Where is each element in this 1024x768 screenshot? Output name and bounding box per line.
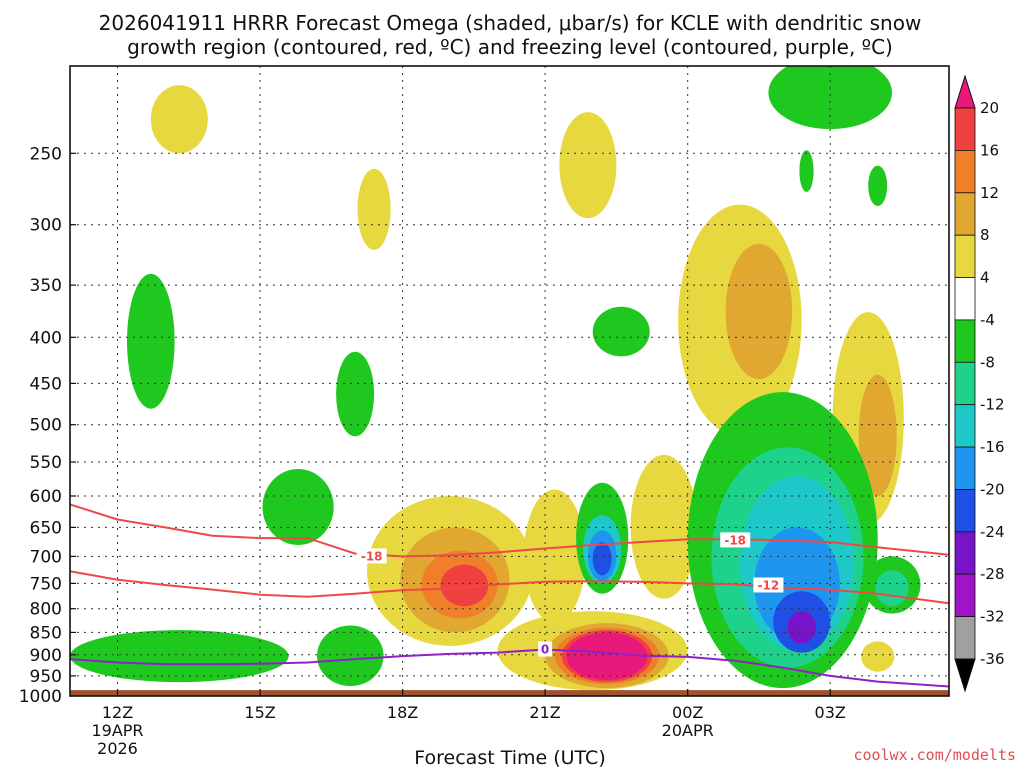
y-tick-label-450: 450 xyxy=(30,374,62,394)
y-axis-ticks: 250 300 350 400 450 500 550 600 650 700 750 800 850 9… xyxy=(19,144,76,707)
omega-region-neg24-40 xyxy=(787,611,816,644)
chart-title-line-1: 2026041911 HRRR Forecast Omega (shaded, … xyxy=(99,11,922,35)
y-tick-label-900: 900 xyxy=(30,646,62,666)
x-tick-label-18Z: 18Z xyxy=(387,703,418,722)
omega-region-neg4-21 xyxy=(336,351,375,437)
y-tick-label-700: 700 xyxy=(30,547,62,567)
contour-label-3: 0 xyxy=(541,643,549,657)
contour-label-1: -18 xyxy=(724,533,746,547)
colorbar-swatch-12 xyxy=(954,616,976,660)
omega-region-neg20-38 xyxy=(592,542,612,576)
omega-region-neg4-26 xyxy=(868,165,888,206)
omega-region-pos4-0 xyxy=(150,85,208,154)
colorbar: 20 16 12 8 4 -4 -8 -12 -16 -20 -24 -28 -32 -36 xyxy=(954,74,1005,693)
y-tick-label-500: 500 xyxy=(30,416,62,436)
omega-region-neg4-22 xyxy=(262,469,334,545)
colorbar-swatch-5 xyxy=(954,319,976,363)
y-tick-label-850: 850 xyxy=(30,623,62,643)
omega-region-neg4-27 xyxy=(592,306,650,357)
credit-link[interactable]: coolwx.com/modelts xyxy=(853,746,1016,764)
x-tick-sublabel-19APR: 19APR xyxy=(91,721,143,740)
omega-region-neg4-20 xyxy=(127,273,175,409)
colorbar-label-20: -20 xyxy=(980,481,1005,499)
contour-line-18 xyxy=(70,503,949,558)
x-tick-label-00Z: 00Z xyxy=(672,703,703,722)
x-tick-label-15Z: 15Z xyxy=(244,703,275,722)
y-tick-label-1000: 1000 xyxy=(19,687,62,707)
y-tick-label-350: 350 xyxy=(30,276,62,296)
y-tick-label-550: 550 xyxy=(30,453,62,473)
colorbar-label-12: 12 xyxy=(980,184,999,202)
y-tick-label-400: 400 xyxy=(30,328,62,348)
y-tick-label-250: 250 xyxy=(30,144,62,164)
colorbar-swatch-0 xyxy=(954,107,976,151)
colorbar-label-20: 20 xyxy=(980,99,999,117)
ground-fill xyxy=(70,690,949,696)
colorbar-label-4: -4 xyxy=(980,311,995,329)
colorbar-label-16: 16 xyxy=(980,141,999,159)
contour-label-bg-3 xyxy=(538,641,553,657)
x-tick-sublabel-20APR: 20APR xyxy=(662,721,714,740)
chart-title-line-2: growth region (contoured, red, ºC) and f… xyxy=(127,35,893,59)
colorbar-label-16: -16 xyxy=(980,438,1005,456)
omega-region-neg4-23 xyxy=(70,630,289,683)
x-axis-title: Forecast Time (UTC) xyxy=(414,747,605,768)
omega-region-pos4-2 xyxy=(559,112,617,219)
colorbar-label-8: -8 xyxy=(980,353,995,371)
colorbar-swatch-3 xyxy=(954,234,976,278)
y-tick-label-600: 600 xyxy=(30,487,62,507)
colorbar-swatch-7 xyxy=(954,404,976,448)
y-tick-label-750: 750 xyxy=(30,574,62,594)
colorbar-swatch-8 xyxy=(954,446,976,490)
omega-region-pos4-10 xyxy=(861,641,895,672)
colorbar-swatch-6 xyxy=(954,361,976,406)
omega-region-pos4-1 xyxy=(357,168,391,250)
omega-region-neg4-24 xyxy=(317,625,384,687)
omega-region-neg4-25 xyxy=(799,150,814,193)
colorbar-swatch-10 xyxy=(954,531,976,575)
colorbar-label-32: -32 xyxy=(980,608,1005,626)
y-tick-label-650: 650 xyxy=(30,518,62,538)
plot-frame xyxy=(69,65,950,697)
colorbar-swatch-2 xyxy=(954,192,976,236)
x-tick-sublabel-2026: 2026 xyxy=(97,739,138,758)
colorbar-label-28: -28 xyxy=(980,565,1005,583)
omega-region-pos8-11 xyxy=(725,243,793,379)
colorbar-top-arrow xyxy=(954,74,976,109)
contour-label-bg-2 xyxy=(753,577,784,593)
omega-region-neg4-28 xyxy=(768,66,892,130)
y-tick-label-950: 950 xyxy=(30,667,62,687)
colorbar-swatch-4 xyxy=(954,277,976,321)
x-tick-label-12Z: 12Z xyxy=(102,703,133,722)
colorbar-label-36: -36 xyxy=(980,650,1005,668)
colorbar-label-24: -24 xyxy=(980,523,1005,541)
omega-region-pos16-17 xyxy=(440,564,489,607)
omega-region-neg8-33 xyxy=(875,570,909,607)
x-tick-label-03Z: 03Z xyxy=(815,703,846,722)
y-tick-label-800: 800 xyxy=(30,600,62,620)
contour-label-bg-0 xyxy=(356,548,387,564)
colorbar-label-12: -12 xyxy=(980,396,1005,414)
colorbar-label-8: 8 xyxy=(980,226,990,244)
x-tick-label-21Z: 21Z xyxy=(529,703,560,722)
colorbar-swatch-9 xyxy=(954,489,976,533)
colorbar-bottom-arrow xyxy=(954,658,976,693)
colorbar-label-4: 4 xyxy=(980,269,990,287)
contour-label-0: -18 xyxy=(361,549,383,563)
y-tick-label-300: 300 xyxy=(30,216,62,236)
omega-region-pos20-19 xyxy=(566,632,648,680)
plot-area xyxy=(70,66,949,696)
colorbar-swatch-11 xyxy=(954,573,976,618)
contour-label-2: -12 xyxy=(758,579,780,593)
omega-region-pos4-7 xyxy=(630,454,698,599)
contour-lines: -18 -18 -12 0 xyxy=(70,503,949,688)
colorbar-swatch-1 xyxy=(954,149,976,194)
contour-label-bg-1 xyxy=(720,532,751,548)
omega-region-pos8-12 xyxy=(858,374,897,496)
contour-line-0 xyxy=(70,648,949,688)
